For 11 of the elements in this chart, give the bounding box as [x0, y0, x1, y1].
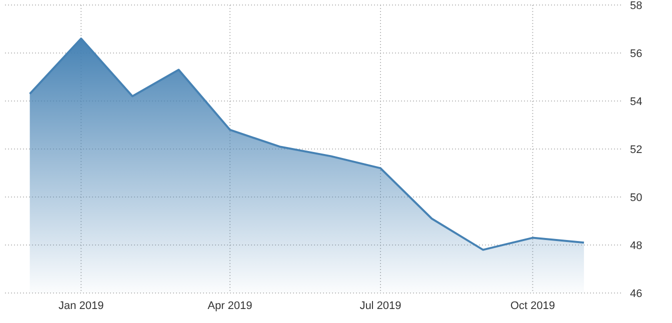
x-tick-label: Jul 2019 [360, 300, 402, 312]
y-tick-label: 54 [630, 96, 642, 108]
y-tick-label: 58 [630, 0, 642, 12]
y-tick-label: 52 [630, 144, 642, 156]
x-tick-label: Jan 2019 [58, 300, 104, 312]
y-tick-label: 56 [630, 48, 642, 60]
y-tick-label: 46 [630, 288, 642, 300]
x-tick-label: Apr 2019 [208, 300, 252, 312]
y-tick-label: 48 [630, 240, 642, 252]
y-tick-label: 50 [630, 192, 642, 204]
x-tick-label: Oct 2019 [510, 300, 555, 312]
